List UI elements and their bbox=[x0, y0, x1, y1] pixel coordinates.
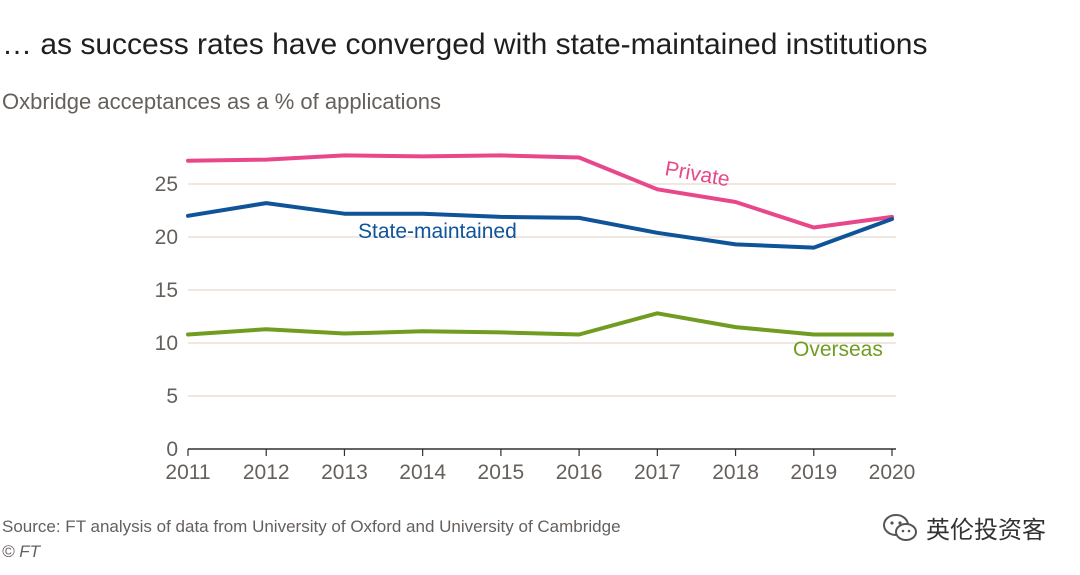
x-tick-label: 2014 bbox=[399, 461, 446, 484]
series-line-state-maintained bbox=[186, 201, 894, 250]
x-tick-label: 2011 bbox=[165, 461, 210, 484]
x-tick-label: 2017 bbox=[634, 461, 681, 484]
series-label-state-maintained: State-maintained bbox=[358, 220, 517, 243]
source-note: Source: FT analysis of data from Univers… bbox=[2, 517, 621, 536]
y-tick-label: 15 bbox=[155, 279, 178, 302]
watermark: 英伦投资客 bbox=[882, 510, 1046, 545]
x-tick-label: 2018 bbox=[712, 461, 759, 484]
x-tick-label: 2012 bbox=[243, 461, 290, 484]
chart-subtitle: Oxbridge acceptances as a % of applicati… bbox=[2, 89, 442, 114]
y-tick-label: 25 bbox=[155, 173, 178, 196]
line-chart: 2011 2012 2013 2014 2015 2016 2017 2018 2019 2020… bbox=[155, 153, 915, 484]
watermark-text: 英伦投资客 bbox=[926, 517, 1046, 544]
y-tick-label: 20 bbox=[155, 226, 178, 249]
x-tick-label: 2013 bbox=[321, 461, 368, 484]
x-axis: 2011 2012 2013 2014 2015 2016 2017 2018 2019 2020 bbox=[165, 449, 915, 484]
copyright-note: © FT bbox=[2, 542, 41, 561]
x-tick-label: 2019 bbox=[790, 461, 837, 484]
y-tick-label: 10 bbox=[155, 332, 178, 355]
y-tick-label: 0 bbox=[166, 438, 178, 461]
x-tick-label: 2016 bbox=[556, 461, 603, 484]
series-label-private: Private bbox=[663, 157, 731, 191]
series-labels: Private State-maintained Overseas bbox=[358, 157, 883, 361]
series-label-overseas: Overseas bbox=[793, 338, 883, 361]
x-tick-label: 2020 bbox=[869, 461, 916, 484]
series-line-overseas bbox=[186, 311, 894, 337]
wechat-icon bbox=[883, 513, 917, 541]
chart-title: … as success rates have converged with s… bbox=[2, 28, 928, 61]
grid-lines bbox=[188, 183, 896, 450]
series-line-private bbox=[186, 153, 894, 230]
y-axis: 0 5 10 15 20 25 bbox=[155, 173, 178, 461]
y-tick-label: 5 bbox=[166, 385, 178, 408]
series-lines bbox=[186, 153, 894, 337]
x-tick-label: 2015 bbox=[478, 461, 525, 484]
